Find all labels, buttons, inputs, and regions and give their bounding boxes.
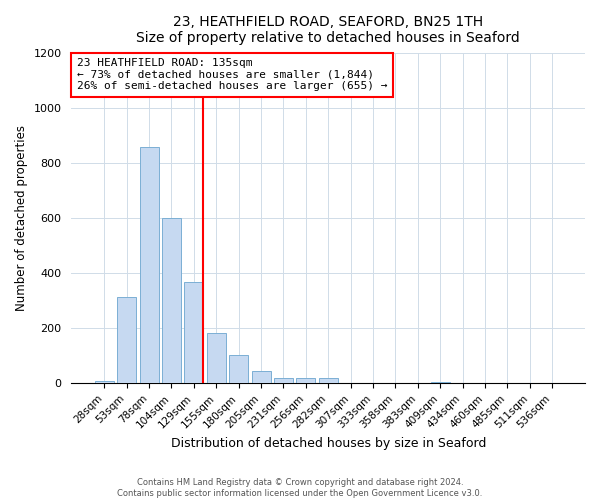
Bar bbox=[140, 147, 158, 384]
Bar bbox=[251, 371, 271, 384]
Bar bbox=[162, 218, 181, 384]
Bar bbox=[95, 380, 114, 384]
Bar bbox=[431, 382, 449, 384]
Title: 23, HEATHFIELD ROAD, SEAFORD, BN25 1TH
Size of property relative to detached hou: 23, HEATHFIELD ROAD, SEAFORD, BN25 1TH S… bbox=[136, 15, 520, 45]
Bar bbox=[184, 282, 203, 384]
X-axis label: Distribution of detached houses by size in Seaford: Distribution of detached houses by size … bbox=[170, 437, 486, 450]
Bar bbox=[319, 378, 338, 384]
Y-axis label: Number of detached properties: Number of detached properties bbox=[15, 126, 28, 312]
Text: Contains HM Land Registry data © Crown copyright and database right 2024.
Contai: Contains HM Land Registry data © Crown c… bbox=[118, 478, 482, 498]
Bar bbox=[274, 378, 293, 384]
Bar bbox=[117, 297, 136, 384]
Bar bbox=[229, 354, 248, 384]
Bar bbox=[207, 332, 226, 384]
Text: 23 HEATHFIELD ROAD: 135sqm
← 73% of detached houses are smaller (1,844)
26% of s: 23 HEATHFIELD ROAD: 135sqm ← 73% of deta… bbox=[77, 58, 387, 92]
Bar bbox=[296, 378, 316, 384]
